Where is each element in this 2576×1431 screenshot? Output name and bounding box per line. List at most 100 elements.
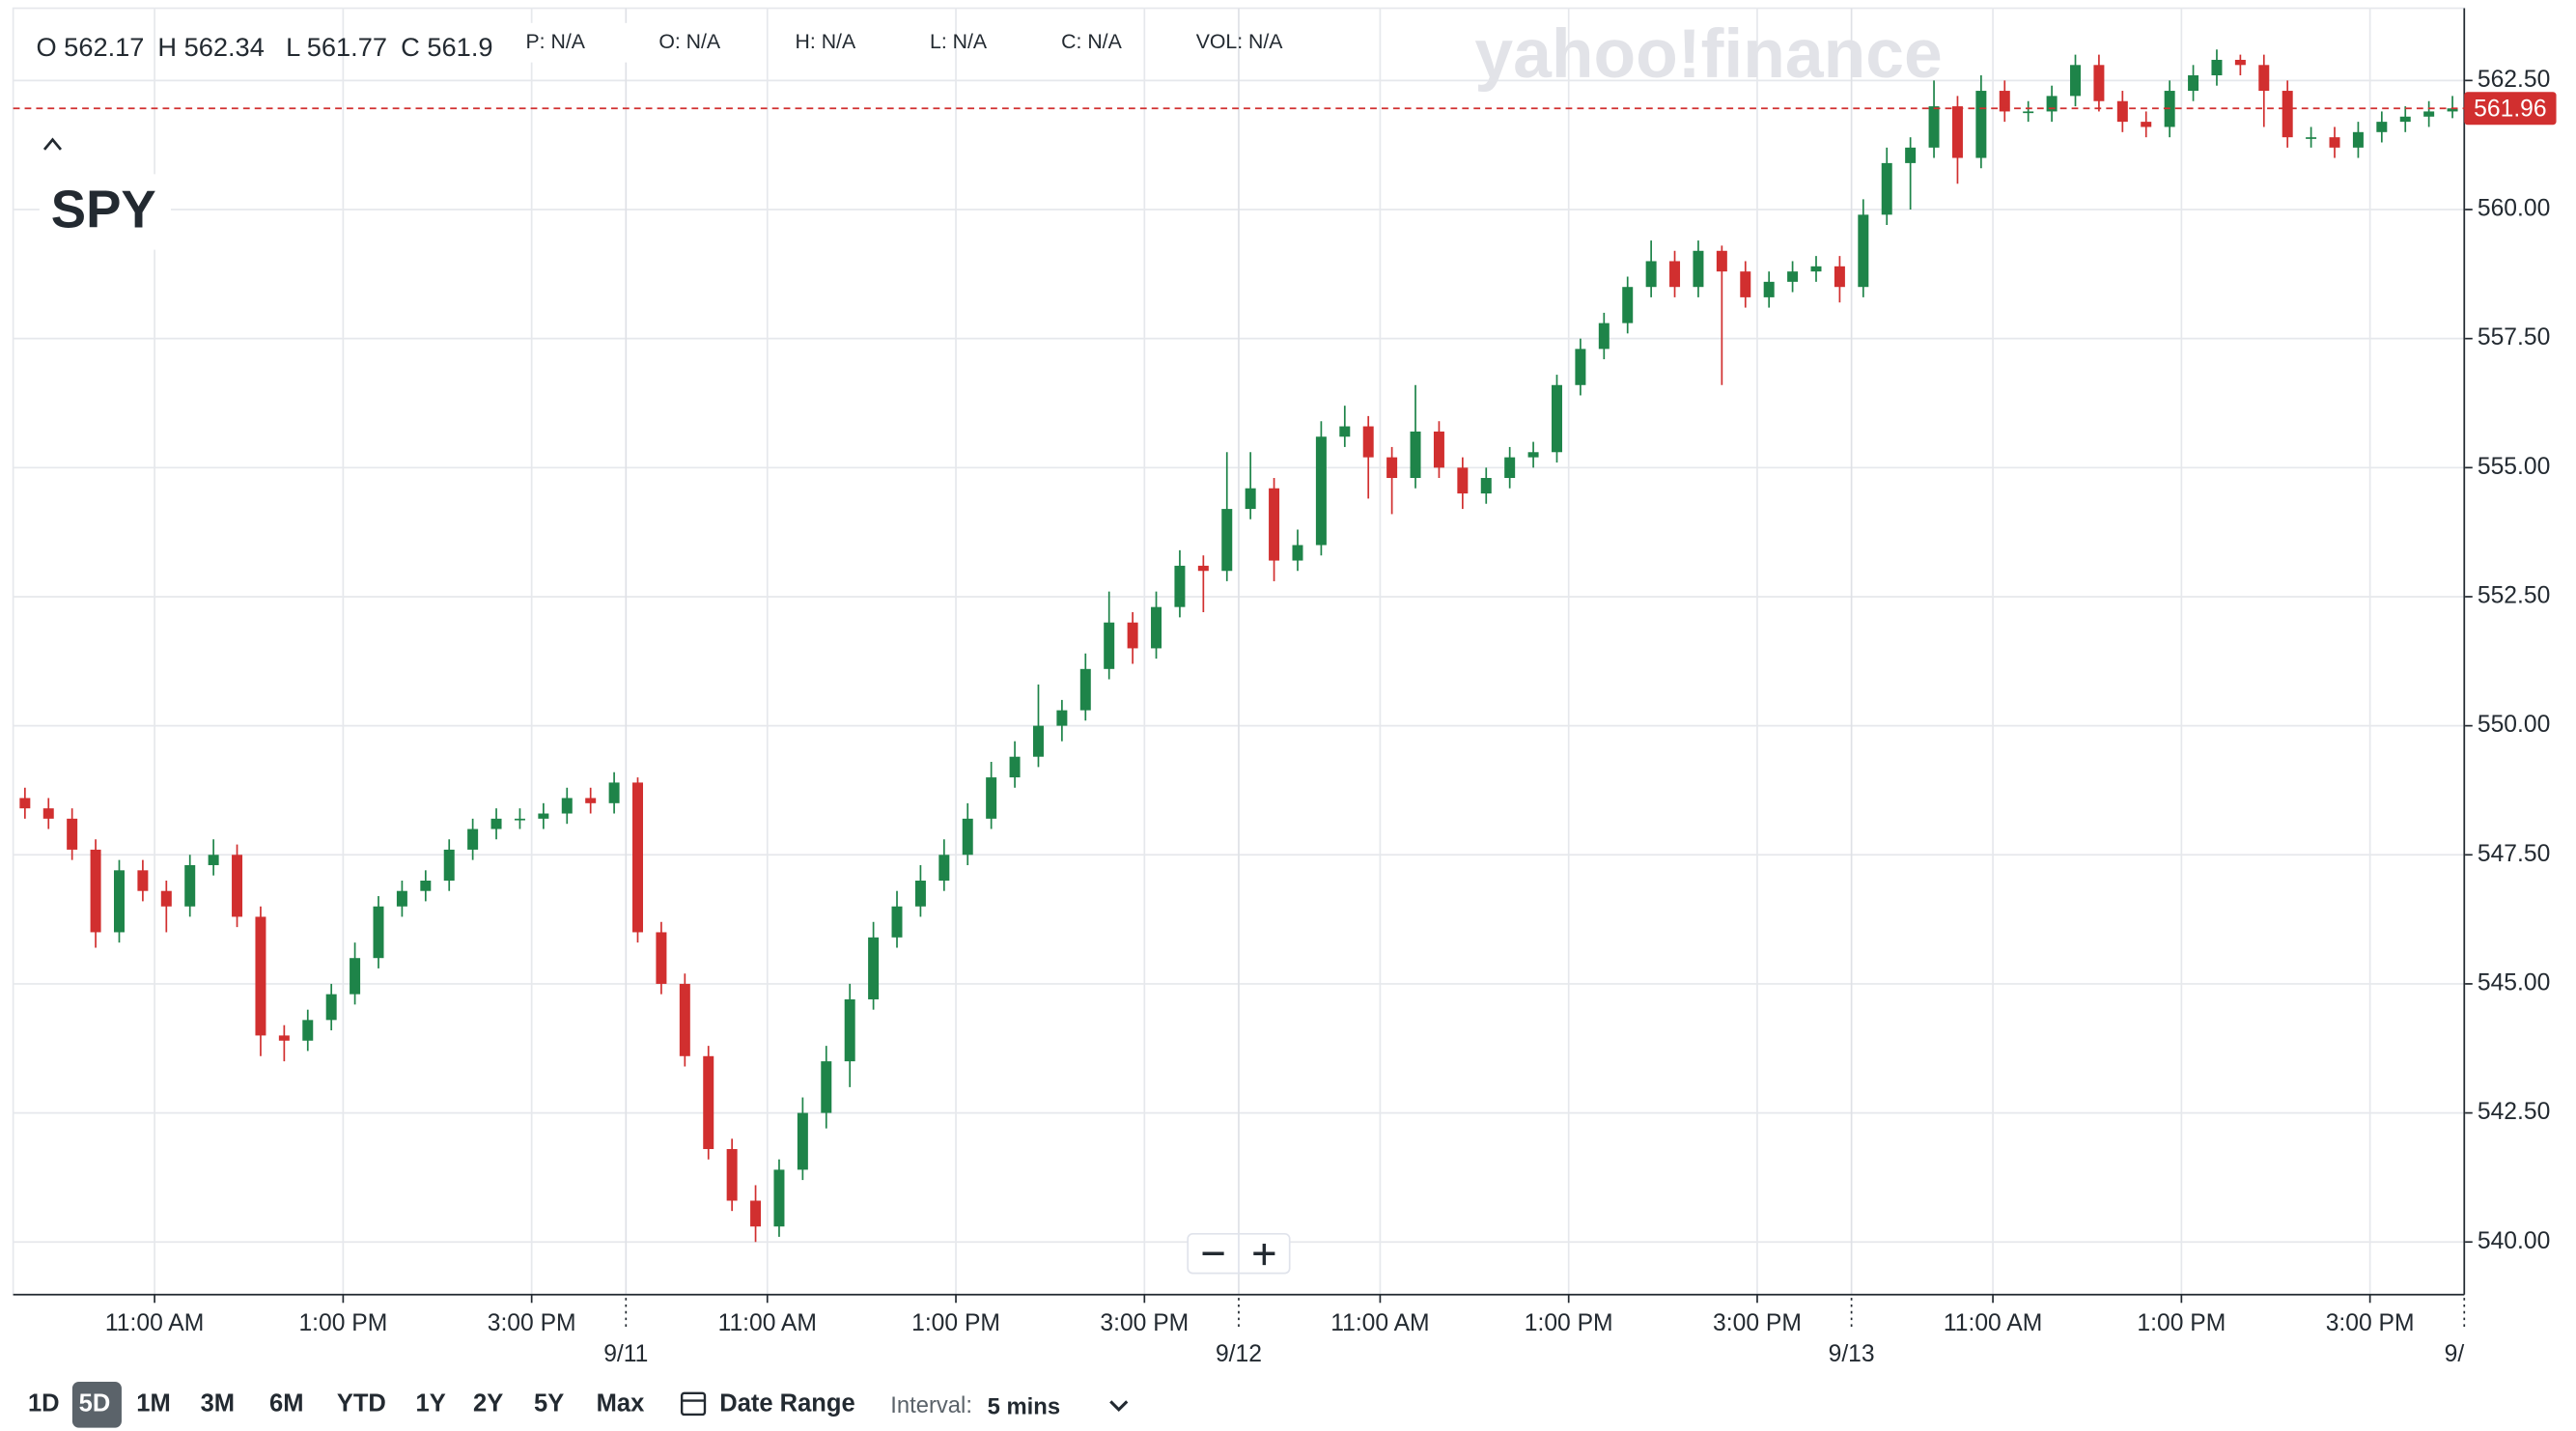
crosshair-price: P: N/A	[526, 30, 586, 53]
range-button[interactable]: 5Y	[534, 1390, 564, 1417]
candle-body	[2116, 100, 2128, 123]
candle-body	[350, 958, 361, 995]
candle-body	[67, 818, 78, 850]
candle-body	[255, 916, 266, 1036]
candle-body	[1716, 250, 1727, 272]
candle-body	[2023, 111, 2034, 114]
candle-body	[679, 983, 690, 1056]
candle-body	[208, 855, 219, 865]
ohlc-open: O 562.17	[36, 32, 144, 62]
date-range-button[interactable]: Date Range	[719, 1390, 854, 1417]
range-button[interactable]: 1D	[28, 1390, 60, 1417]
candle-body	[561, 798, 573, 814]
candle-body	[2329, 137, 2340, 148]
candle-body	[1622, 287, 1634, 323]
candle-body	[19, 798, 31, 809]
range-button[interactable]: 1Y	[416, 1390, 446, 1417]
candle-body	[914, 881, 926, 907]
candle-body	[160, 890, 172, 907]
y-tick-label: 560.00	[2478, 196, 2550, 222]
candle-body	[1928, 106, 1940, 148]
candle-body	[1151, 606, 1162, 649]
range-button[interactable]: 3M	[201, 1390, 235, 1417]
y-tick-label: 552.50	[2478, 582, 2550, 608]
range-button[interactable]: 2Y	[473, 1390, 503, 1417]
y-tick-label: 542.50	[2478, 1099, 2550, 1125]
range-button-selected[interactable]: 5D	[79, 1390, 111, 1417]
x-tick-label: 1:00 PM	[2137, 1310, 2226, 1336]
range-button[interactable]: 6M	[269, 1390, 303, 1417]
range-selected-bg	[71, 1381, 122, 1428]
candle-body	[278, 1035, 290, 1041]
candle-body	[2046, 96, 2058, 112]
candle-body	[2234, 59, 2246, 66]
interval-value[interactable]: 5 mins	[988, 1393, 1060, 1419]
candle-body	[1269, 488, 1280, 561]
candle-body	[1339, 426, 1351, 437]
plot-area: 540.00 542.50 545.00 547.50 550.00 552.50 555.…	[12, 7, 2557, 1367]
y-tick-label: 545.00	[2478, 969, 2550, 996]
candle-body	[2352, 131, 2364, 148]
candle-body	[1645, 261, 1657, 288]
range-button[interactable]: Max	[597, 1390, 645, 1417]
candle-body	[1245, 488, 1256, 510]
ohlc-close: C 561.9	[401, 32, 492, 62]
candle-body	[891, 906, 903, 938]
y-tick-label: 562.50	[2478, 67, 2550, 93]
candle-body	[1810, 266, 1822, 272]
x-tick-label: 3:00 PM	[1713, 1310, 1802, 1336]
x-tick-label: 3:00 PM	[2326, 1310, 2415, 1336]
toolbar: 1D 5D 1M 3M 6M YTD 1Y 2Y 5Y Max Date Ran…	[28, 1381, 1129, 1428]
y-tick-label: 557.50	[2478, 324, 2550, 351]
interval-dropdown[interactable]	[1109, 1400, 1129, 1413]
candle-body	[467, 828, 479, 850]
candle-body	[1056, 710, 1068, 726]
candle-body	[773, 1169, 785, 1227]
candle-body	[1433, 431, 1444, 468]
x-tick-label: 1:00 PM	[298, 1310, 387, 1336]
crosshair-open: O: N/A	[658, 30, 721, 53]
candle-body	[1221, 509, 1233, 572]
candle-body	[1669, 261, 1681, 288]
candle-body	[514, 818, 525, 821]
candle-body	[1763, 281, 1775, 297]
x-tick-label: 11:00 AM	[105, 1310, 204, 1336]
candle-body	[750, 1200, 762, 1227]
candle-body	[1551, 384, 1562, 453]
interval-label: Interval:	[890, 1392, 972, 1418]
candle-body	[868, 937, 880, 999]
candle-body	[1598, 323, 1610, 350]
header-mask	[506, 22, 655, 63]
candle-body	[1575, 349, 1586, 385]
candle-body	[1386, 457, 1398, 479]
x-tick-label: 1:00 PM	[1525, 1310, 1613, 1336]
candle-body	[2141, 122, 2152, 127]
candle-body	[1858, 214, 1869, 288]
candle-body	[420, 881, 432, 891]
candle-body	[2188, 75, 2199, 92]
candle-body	[1032, 725, 1044, 757]
candle-body	[1127, 622, 1138, 649]
collapse-caret[interactable]	[42, 137, 63, 151]
candle-body	[302, 1020, 314, 1041]
candle-body	[608, 782, 620, 803]
candle-body	[2423, 111, 2435, 117]
candle-body	[2306, 137, 2317, 139]
candle-body	[396, 890, 407, 907]
candle-body	[443, 849, 455, 882]
range-button[interactable]: YTD	[337, 1390, 386, 1417]
candle-body	[1410, 431, 1421, 479]
x-tick-label: 1:00 PM	[911, 1310, 1000, 1336]
candle-body	[821, 1061, 832, 1113]
range-button[interactable]: 1M	[136, 1390, 170, 1417]
candle-body	[1527, 452, 1539, 458]
candle-body	[1740, 271, 1751, 297]
candle-body	[2093, 65, 2105, 101]
x-tick-label: 11:00 AM	[718, 1310, 817, 1336]
ohlc-low: L 561.77	[286, 32, 387, 62]
candle-body	[1104, 622, 1115, 669]
candle-body	[632, 782, 643, 933]
candle-body	[585, 798, 597, 803]
candle-body	[184, 864, 196, 907]
candle-body	[844, 998, 855, 1062]
